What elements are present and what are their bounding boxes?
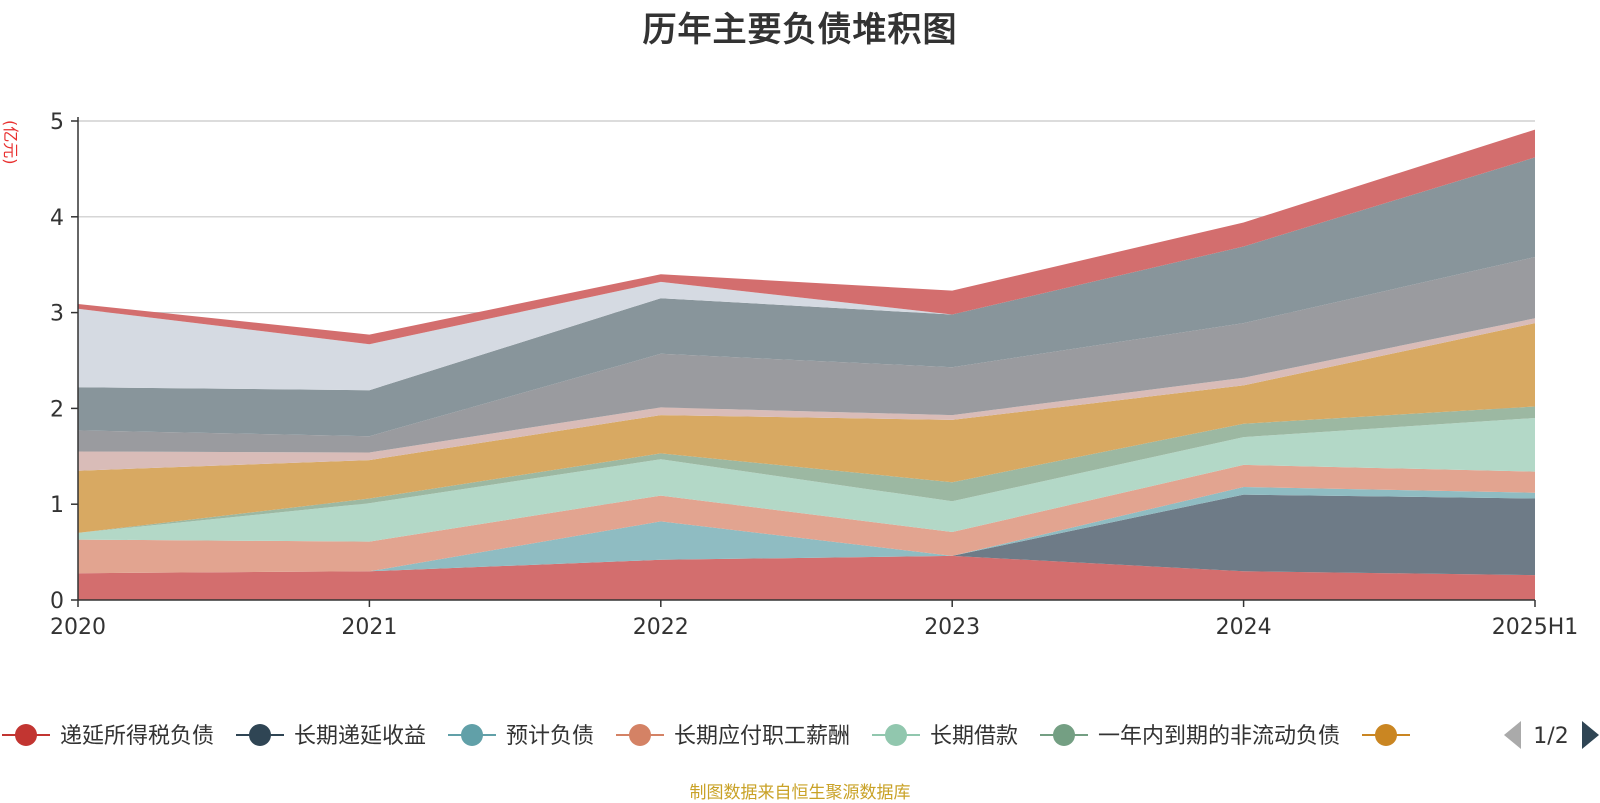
legend-marker-icon <box>1053 724 1075 746</box>
area-series-6 <box>78 406 1535 533</box>
area-series-4 <box>78 464 1535 574</box>
legend-label: 长期借款 <box>930 724 1018 749</box>
legend-marker-icon <box>15 724 37 746</box>
legend-label: 长期递延收益 <box>294 724 426 749</box>
pager-prev-arrow-icon[interactable] <box>1504 721 1521 749</box>
x-tick-label: 2024 <box>1216 615 1272 640</box>
area-series-12 <box>78 129 1535 345</box>
legend-label: 递延所得税负债 <box>60 724 214 749</box>
legend-marker-icon <box>249 724 271 746</box>
x-tick-label: 2020 <box>50 615 106 640</box>
area-series-3 <box>78 487 1535 574</box>
y-tick-label: 0 <box>50 589 64 614</box>
legend-label: 预计负债 <box>506 724 594 749</box>
legend-item[interactable]: 长期应付职工薪酬 <box>616 724 850 749</box>
legend-label: 一年内到期的非流动负债 <box>1098 724 1340 749</box>
x-tick-label: 2021 <box>341 615 397 640</box>
x-tick-label: 2023 <box>924 615 980 640</box>
pager-page-indicator: 1/2 <box>1533 724 1568 749</box>
y-tick-label: 2 <box>50 397 64 422</box>
area-series <box>78 129 1535 600</box>
legend-item[interactable]: 递延所得税负债 <box>2 724 214 749</box>
axes: 0 1 2 3 4 5 2020 2021 2022 2023 2024 2025H1 <box>50 110 1578 640</box>
y-tick-label: 4 <box>50 206 64 231</box>
legend[interactable]: 递延所得税负债 长期递延收益 预计负债 长期应付职工薪酬 长期借款 一年内到期的非流动负债… <box>2 721 1599 749</box>
legend-pager[interactable]: 1/2 <box>1504 721 1599 749</box>
legend-marker-icon <box>461 724 483 746</box>
legend-marker-icon <box>629 724 651 746</box>
legend-item[interactable]: 长期借款 <box>872 724 1018 749</box>
y-tick-label: 1 <box>50 493 64 518</box>
legend-item-partial[interactable] <box>1362 724 1410 746</box>
x-tick-label: 2022 <box>633 615 689 640</box>
area-series-10 <box>78 157 1535 437</box>
area-series-11 <box>78 157 1535 391</box>
x-tick-label: 2025H1 <box>1492 615 1579 640</box>
chart-title: 历年主要负债堆积图 <box>642 10 958 50</box>
legend-label: 长期应付职工薪酬 <box>674 724 850 749</box>
legend-item[interactable]: 预计负债 <box>448 724 594 749</box>
legend-marker-icon <box>885 724 907 746</box>
pager-next-arrow-icon[interactable] <box>1582 721 1599 749</box>
legend-item[interactable]: 长期递延收益 <box>236 724 426 749</box>
area-series-9 <box>78 257 1535 453</box>
y-tick-label: 5 <box>50 110 64 135</box>
data-source-note: 制图数据来自恒生聚源数据库 <box>689 783 911 803</box>
area-series-8 <box>78 318 1535 471</box>
area-series-2 <box>78 494 1535 576</box>
area-series-5 <box>78 418 1535 542</box>
stacked-area-chart: 0 1 2 3 4 5 2020 2021 2022 2023 2024 2025H1 递延所得税负债… <box>2 110 1599 749</box>
legend-marker-icon <box>1375 724 1397 746</box>
legend-item[interactable]: 一年内到期的非流动负债 <box>1040 724 1340 749</box>
area-series-7 <box>78 323 1535 533</box>
area-series-1 <box>78 555 1535 600</box>
y-tick-label: 3 <box>50 302 64 327</box>
